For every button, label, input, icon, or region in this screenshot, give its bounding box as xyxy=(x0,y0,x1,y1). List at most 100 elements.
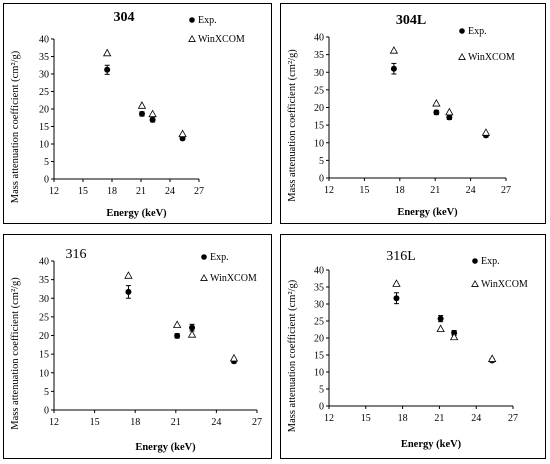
exp-point xyxy=(125,288,132,295)
y-tick-label: 20 xyxy=(314,334,324,345)
exp-point xyxy=(446,114,453,121)
y-tick-label: 40 xyxy=(314,266,324,277)
x-tick-label: 15 xyxy=(361,413,371,424)
x-tick-label: 12 xyxy=(49,186,59,197)
chart-panel-304: 304 0 5 10 15 20 25 30 35 40 12 15 18 21 24 27 Energy (k… xyxy=(3,3,272,224)
legend-label: WinXCOM xyxy=(481,279,528,290)
winxcom-point xyxy=(187,330,197,338)
winxcom-point xyxy=(172,320,182,328)
y-tick-label: 0 xyxy=(319,402,324,413)
y-axis-label: Mass attenuation coefficient (cm²/g) xyxy=(287,279,298,432)
legend-marker-winxcom xyxy=(200,273,208,281)
x-tick-label: 18 xyxy=(395,185,405,196)
y-tick-label: 20 xyxy=(314,103,324,114)
x-axis-label: Energy (keV) xyxy=(401,439,462,450)
x-tick-label: 12 xyxy=(324,185,334,196)
x-tick-label: 24 xyxy=(471,413,481,424)
legend-label: WinXCOM xyxy=(468,52,515,63)
legend-marker-winxcom xyxy=(188,34,196,42)
y-tick-label: 25 xyxy=(39,87,49,98)
y-tick-label: 20 xyxy=(39,331,49,342)
y-tick-label: 5 xyxy=(44,387,49,398)
x-axis-label: Energy (keV) xyxy=(106,208,167,219)
y-tick-label: 5 xyxy=(319,156,324,167)
y-tick-label: 40 xyxy=(39,257,49,268)
chart-panel-304l: 304L 0 5 10 15 20 25 30 35 40 12 15 18 21 24 27 Energy (… xyxy=(280,3,546,224)
y-tick-label: 30 xyxy=(39,70,49,81)
y-tick-label: 35 xyxy=(314,50,324,61)
x-tick-label: 21 xyxy=(430,185,440,196)
winxcom-point xyxy=(449,332,459,341)
x-tick-label: 15 xyxy=(359,185,369,196)
x-tick-label: 12 xyxy=(324,413,334,424)
x-tick-label: 18 xyxy=(398,413,408,424)
chart-title: 316L xyxy=(386,249,416,264)
y-tick-label: 40 xyxy=(314,33,324,44)
legend-label: Exp. xyxy=(481,256,500,267)
x-axis-label: Energy (keV) xyxy=(135,442,196,453)
y-tick-label: 40 xyxy=(39,35,49,46)
y-tick-label: 10 xyxy=(314,138,324,149)
legend-label: Exp. xyxy=(468,26,487,37)
y-tick-label: 35 xyxy=(39,275,49,286)
y-tick-label: 5 xyxy=(44,157,49,168)
legend-label: Exp. xyxy=(198,15,217,26)
x-axis-label: Energy (keV) xyxy=(397,207,458,218)
winxcom-point xyxy=(178,129,187,138)
x-tick-label: 21 xyxy=(434,413,444,424)
winxcom-point xyxy=(481,128,491,136)
x-tick-label: 15 xyxy=(78,186,88,197)
winxcom-point xyxy=(229,353,239,362)
winxcom-point xyxy=(389,46,399,54)
y-axis-label: Mass attenuation coefficient (cm²/g) xyxy=(10,50,21,203)
x-tick-label: 24 xyxy=(165,186,175,197)
winxcom-point xyxy=(487,354,497,362)
y-tick-label: 15 xyxy=(314,121,324,132)
y-tick-label: 25 xyxy=(314,85,324,96)
chart-title: 316 xyxy=(66,247,87,262)
winxcom-point xyxy=(102,48,112,57)
exp-point xyxy=(189,324,196,331)
chart-svg-304l: 304L 0 5 10 15 20 25 30 35 40 12 15 18 21 24 27 Energy (… xyxy=(287,13,515,218)
chart-title: 304L xyxy=(396,13,426,28)
y-tick-label: 5 xyxy=(319,385,324,396)
winxcom-point xyxy=(148,109,157,118)
x-tick-label: 15 xyxy=(90,417,100,428)
winxcom-point xyxy=(436,324,445,333)
y-tick-label: 30 xyxy=(39,294,49,305)
y-tick-label: 15 xyxy=(314,351,324,362)
winxcom-point xyxy=(137,101,147,109)
winxcom-point xyxy=(124,271,133,279)
winxcom-point xyxy=(392,279,401,287)
y-tick-label: 20 xyxy=(39,105,49,116)
exp-point xyxy=(104,66,111,73)
y-tick-label: 30 xyxy=(314,300,324,311)
y-tick-label: 10 xyxy=(39,140,49,151)
x-tick-label: 24 xyxy=(466,185,476,196)
exp-point xyxy=(149,116,156,123)
x-tick-label: 18 xyxy=(130,417,140,428)
y-tick-label: 0 xyxy=(44,175,49,186)
x-tick-label: 21 xyxy=(171,417,181,428)
x-tick-label: 18 xyxy=(107,186,117,197)
chart-title: 304 xyxy=(114,10,135,25)
y-tick-label: 35 xyxy=(314,283,324,294)
legend-marker-winxcom xyxy=(458,52,466,60)
exp-point xyxy=(390,65,397,72)
exp-point xyxy=(437,315,444,322)
y-tick-label: 10 xyxy=(314,368,324,379)
y-tick-label: 0 xyxy=(44,406,49,417)
legend-marker-exp xyxy=(201,254,207,260)
x-tick-label: 21 xyxy=(136,186,146,197)
winxcom-point xyxy=(432,98,441,107)
chart-panel-316: 316 0 5 10 15 20 25 30 35 40 12 15 18 21 24 27 Energy (k… xyxy=(3,234,272,459)
winxcom-point xyxy=(445,107,454,116)
y-tick-label: 25 xyxy=(314,317,324,328)
legend-marker-exp xyxy=(459,28,465,34)
y-axis-label: Mass attenuation coefficient (cm²/g) xyxy=(287,49,298,202)
chart-svg-316: 316 0 5 10 15 20 25 30 35 40 12 15 18 21 24 27 Energy (k… xyxy=(10,247,262,453)
y-tick-label: 15 xyxy=(39,350,49,361)
x-tick-label: 12 xyxy=(49,417,59,428)
chart-svg-316l: 316L 0 5 10 15 20 25 30 35 40 12 15 18 21 24 27 Energy (… xyxy=(287,249,528,450)
chart-panel-316l: 316L 0 5 10 15 20 25 30 35 40 12 15 18 21 24 27 Energy (… xyxy=(280,234,546,459)
